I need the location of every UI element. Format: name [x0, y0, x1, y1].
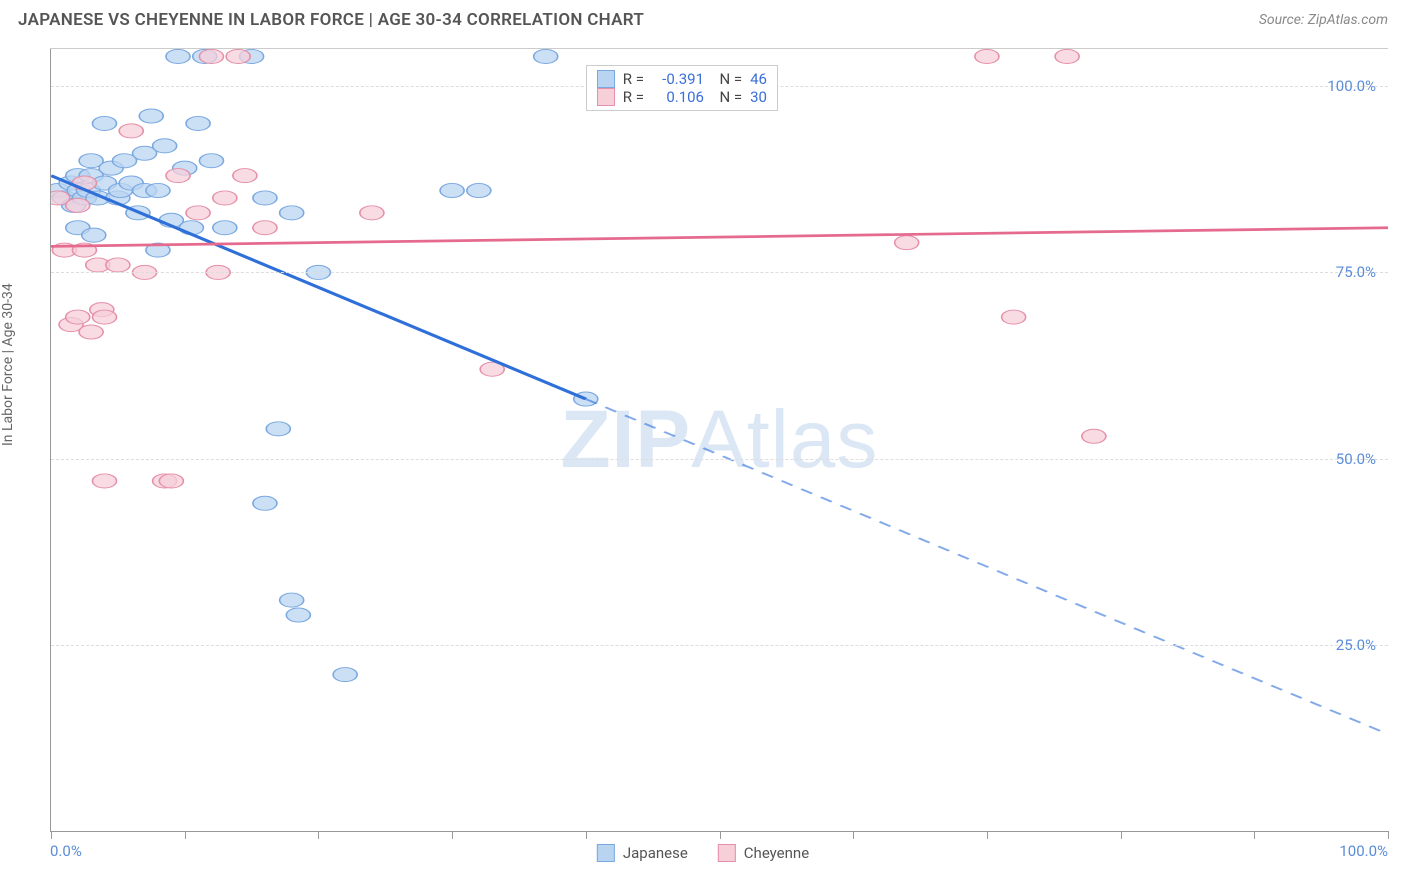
n-label: N = — [712, 70, 742, 88]
scatter-point — [467, 183, 491, 197]
r-value: 0.106 — [652, 88, 704, 106]
n-value: 46 — [750, 70, 767, 88]
scatter-point — [253, 496, 277, 510]
scatter-point — [146, 183, 170, 197]
scatter-point — [360, 206, 384, 220]
scatter-point — [199, 154, 223, 168]
scatter-point — [1002, 310, 1026, 324]
scatter-point — [199, 49, 223, 63]
japanese-swatch-icon — [597, 844, 615, 862]
legend-item-japanese: Japanese — [597, 844, 688, 862]
scatter-point — [92, 116, 116, 130]
scatter-point — [66, 310, 90, 324]
x-tick — [51, 831, 52, 839]
x-tick — [318, 831, 319, 839]
scatter-point — [975, 49, 999, 63]
chart-source: Source: ZipAtlas.com — [1259, 12, 1388, 28]
x-tick — [452, 831, 453, 839]
r-label: R = — [623, 88, 644, 106]
scatter-point — [153, 139, 177, 153]
correlation-legend: R = -0.391 N = 46R = 0.106 N = 30 — [586, 65, 778, 111]
scatter-point — [253, 191, 277, 205]
y-tick-label: 75.0% — [1336, 263, 1376, 281]
legend-item-cheyenne: Cheyenne — [718, 844, 809, 862]
scatter-point — [233, 169, 257, 183]
legend-swatch-icon — [597, 88, 615, 106]
scatter-point — [280, 206, 304, 220]
r-label: R = — [623, 70, 644, 88]
scatter-point — [79, 325, 103, 339]
x-max-label: 100.0% — [1339, 842, 1388, 860]
plot-area: ZIPAtlas 25.0%50.0%75.0%100.0%R = -0.391… — [50, 49, 1388, 832]
scatter-point — [186, 116, 210, 130]
scatter-point — [534, 49, 558, 63]
x-tick — [987, 831, 988, 839]
scatter-point — [186, 206, 210, 220]
scatter-point — [286, 608, 310, 622]
correlation-legend-row: R = 0.106 N = 30 — [597, 88, 767, 106]
y-tick-label: 100.0% — [1327, 77, 1376, 95]
correlation-legend-row: R = -0.391 N = 46 — [597, 70, 767, 88]
scatter-point — [213, 221, 237, 235]
scatter-point — [92, 310, 116, 324]
x-tick — [1388, 831, 1389, 839]
trend-line-extrapolated — [586, 399, 1388, 734]
cheyenne-swatch-icon — [718, 844, 736, 862]
legend-label-cheyenne: Cheyenne — [744, 844, 809, 862]
scatter-point — [226, 49, 250, 63]
scatter-point — [1055, 49, 1079, 63]
gridline — [51, 645, 1388, 646]
trend-line — [51, 228, 1388, 247]
chart-title: JAPANESE VS CHEYENNE IN LABOR FORCE | AG… — [18, 10, 644, 30]
x-min-label: 0.0% — [50, 842, 82, 860]
x-tick — [1254, 831, 1255, 839]
scatter-point — [213, 191, 237, 205]
x-tick — [853, 831, 854, 839]
legend-label-japanese: Japanese — [623, 844, 688, 862]
scatter-point — [159, 474, 183, 488]
gridline — [51, 272, 1388, 273]
legend-swatch-icon — [597, 70, 615, 88]
scatter-point — [166, 49, 190, 63]
r-value: -0.391 — [652, 70, 704, 88]
y-tick-label: 25.0% — [1336, 636, 1376, 654]
scatter-point — [266, 422, 290, 436]
scatter-point — [253, 221, 277, 235]
gridline — [51, 459, 1388, 460]
legend-bottom: Japanese Cheyenne — [597, 844, 809, 862]
scatter-point — [82, 228, 106, 242]
scatter-point — [119, 124, 143, 138]
y-axis-label: In Labor Force | Age 30-34 — [0, 283, 16, 446]
scatter-point — [280, 593, 304, 607]
n-label: N = — [712, 88, 742, 106]
scatter-point — [166, 169, 190, 183]
x-tick — [1121, 831, 1122, 839]
scatter-point — [139, 109, 163, 123]
n-value: 30 — [750, 88, 767, 106]
x-tick — [586, 831, 587, 839]
chart-container: ZIPAtlas 25.0%50.0%75.0%100.0%R = -0.391… — [50, 48, 1388, 832]
scatter-point — [106, 258, 130, 272]
scatter-point — [333, 668, 357, 682]
x-tick — [185, 831, 186, 839]
y-tick-label: 50.0% — [1336, 450, 1376, 468]
scatter-point — [66, 198, 90, 212]
scatter-point — [1082, 429, 1106, 443]
x-tick — [720, 831, 721, 839]
scatter-point — [895, 236, 919, 250]
scatter-point — [440, 183, 464, 197]
trend-line — [51, 176, 586, 399]
scatter-point — [92, 474, 116, 488]
